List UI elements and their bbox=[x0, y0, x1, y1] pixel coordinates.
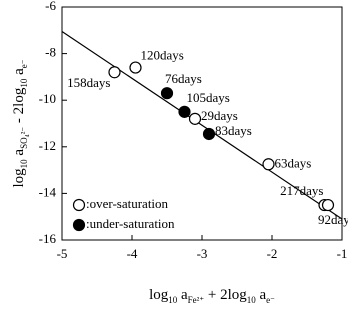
label-part: Fe²⁺ bbox=[188, 295, 205, 305]
label-part: 10 bbox=[19, 78, 29, 88]
point-label: 29days bbox=[201, 108, 238, 123]
fit-line bbox=[61, 30, 343, 220]
label-part: e⁻ bbox=[266, 295, 275, 305]
point-label: 105days bbox=[187, 90, 230, 105]
label-part: + 2log bbox=[204, 287, 247, 303]
label-part: 10 bbox=[168, 295, 178, 305]
data-point bbox=[129, 61, 142, 74]
label-part: log bbox=[11, 168, 27, 188]
data-point bbox=[160, 87, 174, 100]
x-tick-label: -5 bbox=[57, 246, 68, 261]
label-part: log bbox=[149, 287, 169, 303]
label-part: SO₄²⁻ bbox=[19, 127, 29, 149]
data-point bbox=[188, 112, 202, 125]
x-tick-label: -2 bbox=[267, 246, 278, 261]
x-axis-label: log10 aFe²⁺ + 2log10 ae⁻ bbox=[149, 287, 275, 305]
x-tick-label: -1 bbox=[337, 246, 348, 261]
y-tick-label: -16 bbox=[39, 231, 57, 246]
label-part: a bbox=[11, 68, 27, 79]
x-tick-label: -4 bbox=[127, 246, 138, 261]
label-part: a bbox=[256, 287, 267, 303]
data-point bbox=[262, 158, 275, 171]
legend-label: :over-saturation bbox=[86, 196, 169, 211]
data-point bbox=[202, 127, 216, 141]
point-label: 83days bbox=[215, 123, 252, 138]
data-point bbox=[178, 105, 191, 118]
point-label: 63days bbox=[275, 155, 312, 170]
label-part: a bbox=[11, 149, 27, 160]
label-part: e⁻ bbox=[19, 59, 29, 68]
legend-marker bbox=[72, 218, 86, 232]
point-label: 76days bbox=[165, 71, 202, 86]
y-tick-label: -10 bbox=[39, 91, 56, 106]
label-part: 10 bbox=[19, 159, 29, 169]
point-label: 217days bbox=[280, 183, 323, 198]
y-tick-label: -14 bbox=[39, 184, 57, 199]
legend-marker bbox=[72, 198, 86, 212]
x-tick-label: -3 bbox=[197, 246, 208, 261]
y-tick-label: -6 bbox=[45, 0, 56, 13]
legend-label: :under-saturation bbox=[86, 216, 175, 231]
label-part: - 2log bbox=[11, 87, 27, 127]
data-point bbox=[321, 198, 335, 212]
label-part: a bbox=[177, 287, 188, 303]
data-point bbox=[108, 66, 121, 79]
y-tick-label: -8 bbox=[45, 45, 56, 60]
y-axis-label: log10 aSO₄²⁻ - 2log10 ae⁻ bbox=[11, 59, 29, 187]
point-label: 158days bbox=[67, 75, 110, 90]
point-label: 120days bbox=[141, 48, 184, 63]
y-tick-label: -12 bbox=[39, 138, 56, 153]
label-part: 10 bbox=[247, 295, 257, 305]
point-label: 92days bbox=[318, 212, 348, 227]
